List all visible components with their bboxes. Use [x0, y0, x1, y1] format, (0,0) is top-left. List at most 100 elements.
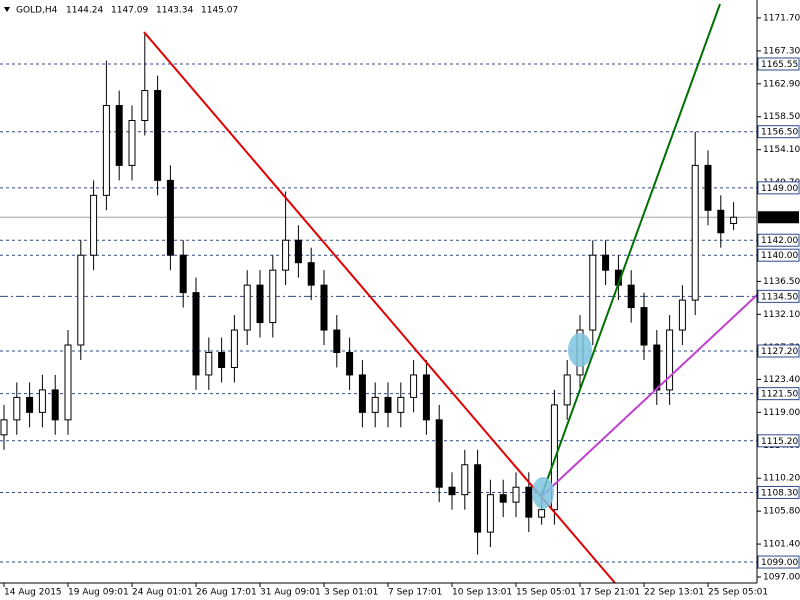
level-label-box — [757, 434, 800, 448]
y-tick-label: 1162.90 — [763, 79, 800, 89]
level-label: 1149.00 — [761, 184, 798, 194]
level-label-box — [757, 387, 800, 401]
x-tick-label: 10 Sep 13:01 — [452, 588, 512, 598]
level-label-box — [757, 181, 800, 195]
y-tick-label: 1171.70 — [763, 13, 800, 23]
x-tick-label: 3 Sep 01:01 — [324, 588, 378, 598]
highlight — [568, 333, 592, 367]
candle-body — [90, 194, 98, 256]
candle-body — [166, 179, 174, 256]
y-tick-label: 1097.00 — [763, 573, 800, 583]
x-tick-label: 7 Sep 17:01 — [388, 588, 442, 598]
level-label: 1142.00 — [761, 236, 798, 246]
candle-body — [704, 164, 712, 211]
candle-body — [307, 262, 315, 286]
y-tick-label: 1105.80 — [763, 507, 800, 517]
candle-body — [435, 419, 443, 488]
level-label-box — [757, 555, 800, 569]
header-close: 1145.07 — [201, 6, 238, 16]
candle-body — [179, 254, 187, 294]
x-tick-label: 19 Aug 09:01 — [68, 588, 129, 598]
candle-body — [627, 284, 635, 309]
y-tick-label: 1132.10 — [763, 310, 800, 320]
trend-line — [540, 3, 721, 498]
candle-body — [243, 284, 251, 331]
candle-body — [730, 216, 738, 224]
level-label-box — [757, 248, 800, 262]
candle-body — [38, 389, 46, 413]
x-tick-label: 31 Aug 09:01 — [260, 588, 321, 598]
candle-body — [653, 344, 661, 391]
candle-body — [77, 254, 85, 346]
level-label: 1108.30 — [761, 488, 798, 498]
y-tick-label: 1158.50 — [763, 112, 800, 122]
axes: 1171.70 1167.30 1162.90 1158.50 1154.10 1149.… — [3, 13, 800, 598]
candle-body — [102, 105, 110, 196]
candle-body — [397, 396, 405, 413]
candle-body — [115, 105, 123, 166]
y-tick-label: 1123.40 — [763, 375, 800, 385]
current-price-label: 1145.07 — [761, 213, 798, 223]
candle-body — [320, 284, 328, 331]
candle-body — [448, 486, 456, 496]
header-low: 1143.34 — [156, 6, 193, 16]
menu-arrow[interactable] — [4, 7, 10, 12]
candle-body — [51, 389, 59, 421]
y-tick-label: 1167.30 — [763, 46, 800, 56]
candle-body — [371, 396, 379, 413]
candle-body — [294, 239, 302, 264]
candle-body — [691, 164, 699, 301]
candle-body — [666, 329, 674, 391]
highlight — [532, 477, 554, 509]
level-label: 1121.50 — [761, 390, 798, 400]
candle-body — [589, 254, 597, 331]
level-label-box — [757, 125, 800, 139]
y-tick-label: 1154.10 — [763, 145, 800, 155]
level-label: 1127.20 — [761, 347, 798, 357]
level-label-box — [757, 289, 800, 303]
header-open: 1144.24 — [66, 6, 103, 16]
level-label: 1140.00 — [761, 251, 798, 261]
x-tick-label: 15 Sep 05:01 — [516, 588, 576, 598]
level-label: 1134.50 — [761, 292, 798, 302]
x-tick-label: 24 Aug 01:01 — [132, 588, 193, 598]
candle-body — [64, 344, 72, 421]
candle-body — [282, 239, 290, 271]
level-label-box — [757, 344, 800, 358]
level-label: 1165.55 — [761, 60, 798, 70]
candle-body — [717, 209, 725, 234]
candle-body — [384, 396, 392, 413]
candle-body — [538, 509, 546, 518]
candle-body — [563, 374, 571, 406]
level-label-box — [757, 233, 800, 247]
y-tick-label: 1101.40 — [763, 540, 800, 550]
candle-body — [230, 329, 238, 368]
candle-body — [256, 284, 264, 324]
x-tick-label: 25 Sep 05:01 — [708, 588, 768, 598]
level-label-box — [757, 57, 800, 71]
level-label-box — [757, 485, 800, 499]
y-tick-label: 1119.00 — [763, 408, 800, 418]
x-tick-label: 14 Aug 2015 — [4, 588, 62, 598]
candle-body — [128, 119, 136, 166]
candle-body — [640, 307, 648, 346]
candle-body — [13, 396, 21, 421]
level-label: 1099.00 — [761, 558, 798, 568]
candle-body — [205, 351, 213, 376]
y-tick-label: 1110.20 — [763, 474, 800, 484]
y-tick-label: 1136.50 — [763, 277, 800, 287]
current-price-box — [758, 211, 799, 224]
candle-body — [346, 351, 354, 376]
candle-body — [678, 299, 686, 331]
candle-body — [422, 374, 430, 421]
candle-body — [0, 419, 8, 436]
candle-body — [486, 494, 494, 533]
candle-body — [26, 396, 34, 413]
levels — [0, 63, 757, 563]
candle-body — [602, 254, 610, 271]
candle-body — [269, 269, 277, 324]
candle-body — [333, 329, 341, 353]
x-tick-label: 22 Sep 13:01 — [644, 588, 704, 598]
